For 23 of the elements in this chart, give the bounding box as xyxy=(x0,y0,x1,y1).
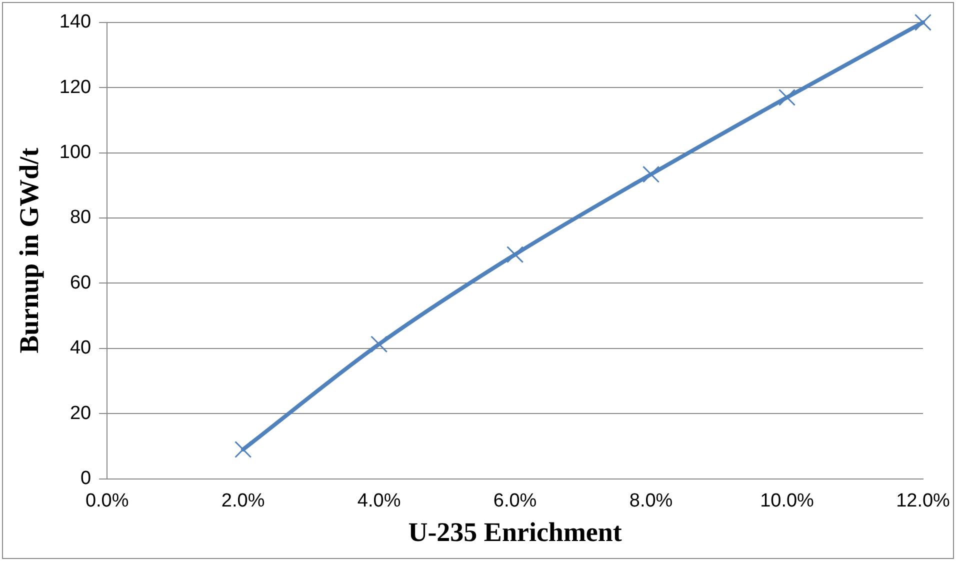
x-tick-label: 6.0% xyxy=(493,490,537,512)
point xyxy=(234,440,252,458)
y-tick-label: 20 xyxy=(70,402,92,424)
point xyxy=(778,88,796,106)
x-tick-label: 12.0% xyxy=(896,490,950,512)
x-axis-title: U-235 Enrichment xyxy=(408,516,622,547)
y-tick-label: 80 xyxy=(70,207,92,228)
point xyxy=(642,166,660,183)
point xyxy=(914,14,932,31)
y-tick-label: 120 xyxy=(59,76,92,98)
x-tick-label: 8.0% xyxy=(629,490,673,512)
y-tick-label: 40 xyxy=(70,338,92,359)
y-axis-title: Burnup in GWd/t xyxy=(14,148,44,354)
point xyxy=(506,246,524,264)
y-tick-label: 100 xyxy=(59,142,92,164)
y-tick-label: 60 xyxy=(70,272,92,294)
point xyxy=(370,336,388,353)
x-tick-label: 2.0% xyxy=(221,490,265,512)
x-tick-label: 0.0% xyxy=(85,490,129,512)
x-tick-label: 10.0% xyxy=(760,490,814,512)
y-tick-label: 140 xyxy=(59,12,92,33)
y-tick-label: 0 xyxy=(80,468,92,490)
x-tick-label: 4.0% xyxy=(357,490,401,512)
